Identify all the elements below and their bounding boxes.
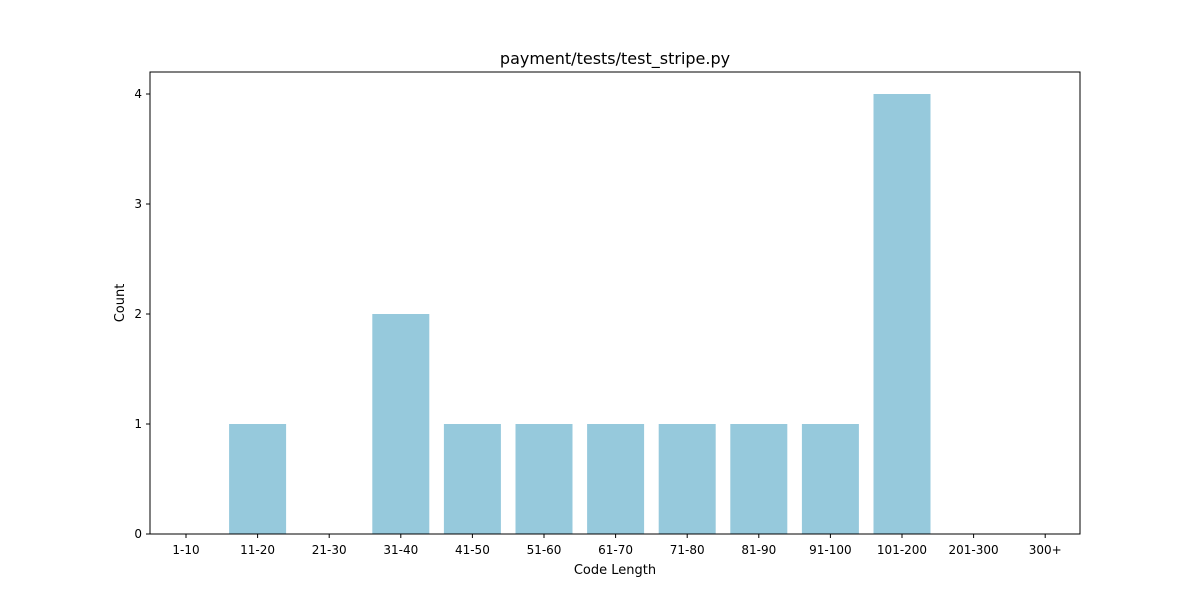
y-tick-label: 1: [134, 417, 142, 431]
x-tick-label: 1-10: [172, 543, 199, 557]
x-tick-label: 91-100: [809, 543, 852, 557]
y-axis-label: Count: [113, 284, 128, 323]
x-tick-label: 31-40: [383, 543, 418, 557]
y-tick-label: 4: [134, 87, 142, 101]
bar-91-100: [801, 424, 859, 534]
bar-51-60: [515, 424, 573, 534]
plot-frame: [149, 71, 1081, 535]
y-axis-ticks: 0 1 2 3 4: [134, 87, 150, 541]
x-tick-label: 11-20: [240, 543, 275, 557]
y-tick-label: 2: [134, 307, 142, 321]
y-tick-label: 3: [134, 197, 142, 211]
bar-81-90: [730, 424, 788, 534]
bar-71-80: [658, 424, 716, 534]
x-tick-label: 81-90: [741, 543, 776, 557]
bar-61-70: [587, 424, 645, 534]
bar-31-40: [372, 314, 430, 534]
bar-101-200: [873, 94, 931, 534]
x-tick-label: 201-300: [949, 543, 999, 557]
x-axis-label: Code Length: [574, 563, 656, 578]
y-tick-label: 0: [134, 527, 142, 541]
x-tick-label: 300+: [1029, 543, 1062, 557]
x-tick-label: 51-60: [527, 543, 562, 557]
bar-41-50: [443, 424, 501, 534]
x-tick-label: 101-200: [877, 543, 927, 557]
bar-11-20: [229, 424, 287, 534]
x-axis-ticks: 1-10 11-20 21-30 31-40 41-50 51-60 61-70 71-80 8…: [172, 534, 1062, 557]
x-tick-label: 61-70: [598, 543, 633, 557]
x-tick-label: 71-80: [670, 543, 705, 557]
bars: [229, 94, 931, 534]
chart-title: payment/tests/test_stripe.py: [500, 49, 730, 69]
x-tick-label: 41-50: [455, 543, 490, 557]
x-tick-label: 21-30: [312, 543, 347, 557]
